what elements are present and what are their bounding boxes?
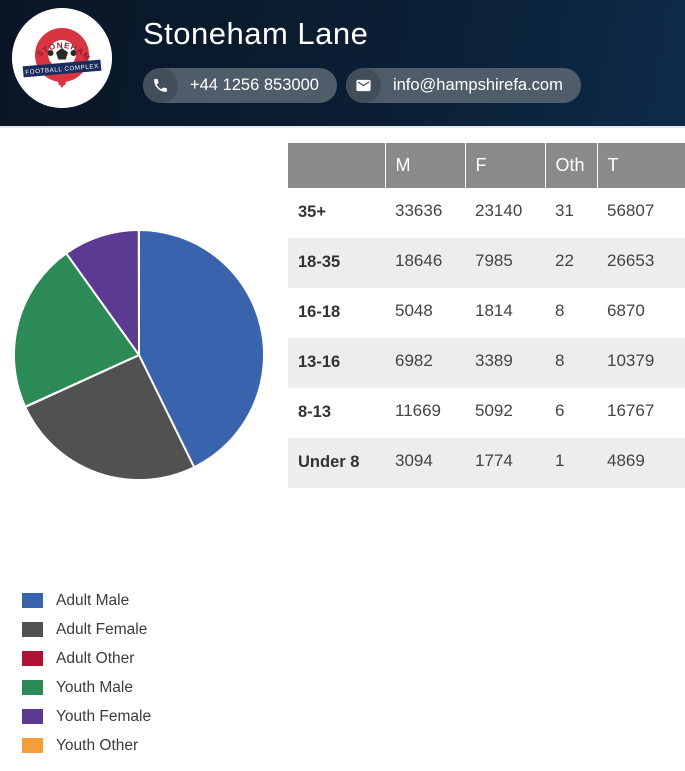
contact-row: +44 1256 853000 info@hampshirefa.com [143,68,581,103]
table-row: 18-35 18646 7985 22 26653 [288,237,685,288]
table-cell: 6 [545,387,597,438]
pie-slice-youth-male [12,252,140,408]
legend-item-youth-female: Youth Female [22,702,151,731]
row-label: 16-18 [288,287,385,338]
table-cell: 11669 [385,387,465,438]
legend-label: Adult Female [56,620,148,638]
row-label: 8-13 [288,387,385,438]
legend-label: Adult Other [56,649,135,667]
table-cell: 16767 [597,387,685,438]
table-cell: 31 [545,188,597,238]
table-cell: 3094 [385,437,465,488]
table-cell: 8 [545,287,597,338]
row-label: 13-16 [288,337,385,388]
stats-table-header: M F Oth T [288,143,685,188]
pie-slice-youth-female [65,228,140,356]
table-cell: 1774 [465,437,545,488]
legend-swatch-icon [22,738,43,753]
club-logo: STONEHAM LANE FOOTBALL COMPLEX [12,8,112,108]
table-cell: 10379 [597,337,685,388]
table-col-header-m: M [384,143,465,188]
table-cell: 23140 [465,188,545,238]
table-col-header-oth: Oth [544,143,597,188]
table-cell: 3389 [465,337,545,388]
table-cell: 22 [545,237,597,288]
table-col-header-f: F [464,143,545,188]
site-header: STONEHAM LANE FOOTBALL COMPLEX Stoneham … [0,0,685,128]
table-cell: 26653 [597,237,685,288]
table-cell: 8 [545,337,597,388]
main-content: M F Oth T 35+ 33636 23140 31 56807 18-35 18646 798… [0,128,685,769]
phone-button[interactable]: +44 1256 853000 [143,68,337,103]
legend-swatch-icon [22,593,43,608]
legend-label: Adult Male [56,591,130,609]
stats-table: M F Oth T 35+ 33636 23140 31 56807 18-35 18646 798… [288,143,685,488]
row-label: 35+ [288,188,385,238]
email-button[interactable]: info@hampshirefa.com [345,68,581,103]
table-row: 13-16 6982 3389 8 10379 [288,337,685,388]
table-cell: 18646 [385,237,465,288]
page-title: Stoneham Lane [143,16,369,51]
table-row: 8-13 11669 5092 6 16767 [288,387,685,438]
table-col-header-t: T [596,143,685,188]
legend-item-adult-other: Adult Other [22,644,151,673]
legend-label: Youth Male [56,678,133,696]
chart-legend: Adult Male Adult Female Adult Other Youth M… [22,586,151,760]
legend-item-youth-male: Youth Male [22,673,151,702]
legend-swatch-icon [22,651,43,666]
table-row: 35+ 33636 23140 31 56807 [288,188,685,238]
table-cell: 56807 [597,188,685,238]
table-cell: 33636 [385,188,465,238]
legend-item-youth-other: Youth Other [22,731,151,760]
table-cell: 6870 [597,287,685,338]
legend-item-adult-female: Adult Female [22,615,151,644]
legend-swatch-icon [22,709,43,724]
table-cell: 5048 [385,287,465,338]
legend-label: Youth Other [56,736,139,754]
table-cell: 4869 [597,437,685,488]
pie-slice-adult-female [24,354,196,481]
table-row: 16-18 5048 1814 8 6870 [288,287,685,338]
pie-chart [10,226,268,484]
legend-item-adult-male: Adult Male [22,586,151,615]
table-cell: 7985 [465,237,545,288]
phone-icon [143,68,178,103]
email-address: info@hampshirefa.com [392,76,563,94]
pie-slice-adult-male [138,228,265,469]
email-icon [345,68,381,103]
table-cell: 6982 [385,337,465,388]
legend-swatch-icon [22,622,43,637]
club-crest-icon: STONEHAM LANE FOOTBALL COMPLEX [12,8,112,108]
table-cell: 1 [545,437,597,488]
legend-swatch-icon [22,680,43,695]
table-col-header-blank [288,143,385,188]
table-row: Under 8 3094 1774 1 4869 [288,437,685,488]
phone-number: +44 1256 853000 [190,76,319,94]
table-cell: 1814 [465,287,545,338]
row-label: Under 8 [288,437,385,488]
legend-label: Youth Female [56,707,152,725]
row-label: 18-35 [288,237,385,288]
table-cell: 5092 [465,387,545,438]
